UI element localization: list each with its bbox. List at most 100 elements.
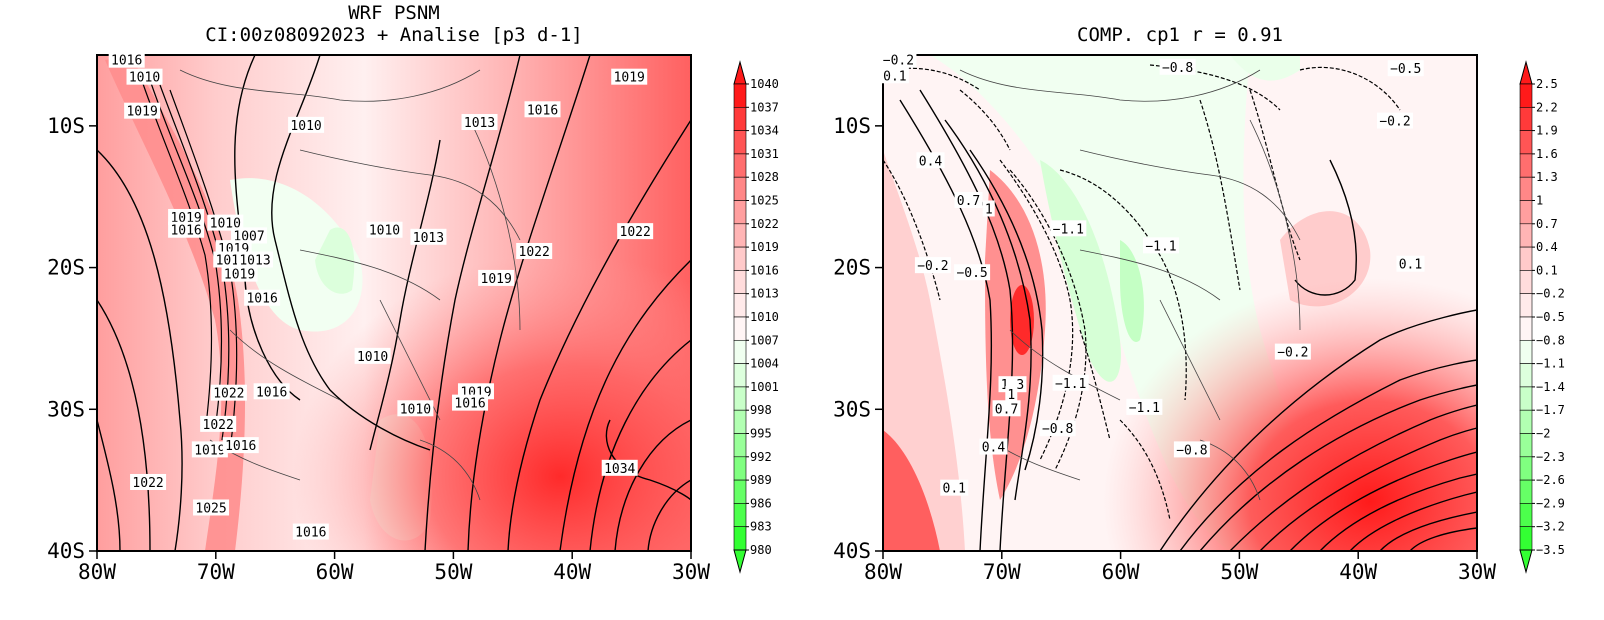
colorbar-label: 1: [1536, 194, 1543, 208]
contour-label-bg: [168, 221, 205, 238]
contour-label-bg: [193, 499, 230, 516]
contour-label-bg: [954, 264, 991, 281]
colorbar-segment: [733, 83, 747, 108]
contour-label: 1016: [246, 292, 277, 307]
panel-title-line2: CI:00z08092023 + Analise [p3 d-1]: [205, 24, 583, 46]
contour-label-bg: [253, 383, 290, 400]
x-tick-label: 70W: [197, 560, 235, 584]
colorbar-segment: [1519, 503, 1533, 527]
contour-label-bg: [108, 51, 145, 68]
colorbar-label: 1.6: [1536, 147, 1558, 161]
contour-label-bg: [1050, 220, 1087, 237]
colorbar-segment: [733, 433, 747, 458]
x-tick-label: 60W: [316, 560, 354, 584]
colorbar-label: 0.7: [1536, 217, 1558, 231]
colorbar-label: −2.9: [1536, 496, 1565, 510]
colorbar-label: −2.3: [1536, 450, 1565, 464]
colorbar-label: −1.1: [1536, 357, 1565, 371]
colorbar-segment: [1519, 479, 1533, 504]
contour-label-bg: [210, 384, 247, 401]
contour-label-bg: [880, 51, 917, 68]
contour-label-bg: [231, 227, 268, 244]
colorbar-segment: [1519, 83, 1533, 108]
contour-label: −0.8: [1042, 422, 1073, 437]
contour-label-bg: [124, 102, 161, 119]
colorbar-label: −1.7: [1536, 403, 1565, 417]
colorbar-label: −2: [1536, 427, 1550, 441]
colorbar: 1040 1037 1034 1031 1028 1025 1022 1019 1016 1013…: [733, 60, 779, 574]
contour-label-bg: [452, 394, 489, 411]
colorbar-top-arrow: [1519, 60, 1533, 85]
colorbar-segment: [733, 270, 747, 294]
contour-label: 0.1: [1399, 258, 1422, 273]
contour-label: 1022: [620, 225, 651, 240]
contour-label: 1034: [604, 462, 635, 477]
colorbar-segment: [733, 386, 747, 411]
contour-label: 1022: [213, 387, 244, 402]
contour-label: 0.1: [943, 482, 966, 497]
contour-label: 1019: [481, 272, 512, 287]
y-tick-label: 10S: [47, 114, 85, 138]
contour-label: 1: [1007, 388, 1015, 403]
contour-label: 1022: [132, 476, 163, 491]
colorbar-segment: [733, 293, 747, 318]
contour-label-bg: [478, 269, 515, 286]
colorbar-segment: [1519, 293, 1533, 318]
colorbar-segment: [1519, 363, 1533, 388]
contour-label-bg: [461, 114, 498, 131]
contour-label: −0.5: [1390, 62, 1421, 77]
contour-label-bg: [207, 214, 244, 231]
contour-label: 0.7: [995, 402, 1018, 417]
colorbar-label: 1037: [750, 100, 779, 114]
colorbar-segment: [733, 223, 747, 248]
colorbar-segment: [733, 339, 747, 364]
colorbar-segment: [733, 153, 747, 178]
contour-label-bg: [1005, 386, 1018, 403]
colorbar-segment: [733, 409, 747, 434]
contour-label: 1010: [400, 402, 431, 417]
contour-label-bg: [288, 116, 325, 133]
colorbar-label: 0.1: [1536, 263, 1558, 277]
colorbar-segment: [1519, 153, 1533, 178]
contour-labels: −0.20.1−0.8 −0.5−0.20.40.71−1.1−1.10.1−0.…: [880, 51, 1425, 497]
colorbar-label: −2.6: [1536, 473, 1565, 487]
colorbar-segment: [1519, 386, 1533, 411]
contour-label-bg: [992, 400, 1021, 417]
shaded-field: [883, 55, 1477, 551]
y-tick-label: 20S: [47, 256, 85, 280]
colorbar-segment: [1519, 270, 1533, 294]
colorbar: 2.5 2.2 1.9 1.6 1.3 1 0.7 0.4 0.1 −0.2 −0.5 −0.8 −1.…: [1519, 60, 1565, 574]
colorbar-label: 998: [750, 403, 772, 417]
colorbar-label: −0.5: [1536, 310, 1565, 324]
contour-label-bg: [1396, 255, 1425, 272]
colorbar-label: 1040: [750, 77, 779, 91]
contour-label-bg: [397, 400, 434, 417]
contour-label-bg: [222, 437, 259, 454]
contour-label: −1.1: [1053, 222, 1084, 237]
colorbar-label: 989: [750, 473, 772, 487]
colorbar-label: 1010: [750, 310, 779, 324]
contour-label-bg: [954, 191, 983, 208]
contour-label: 1019: [194, 443, 225, 458]
colorbar-segment: [733, 479, 747, 504]
contour-label: 1016: [454, 397, 485, 412]
colorbar-label: 1034: [750, 124, 779, 138]
contour-label-bg: [191, 441, 228, 458]
colorbar-label: 1022: [750, 217, 779, 231]
x-tick-label: 80W: [864, 560, 902, 584]
colorbar-label: −1.4: [1536, 380, 1565, 394]
colorbar-label: 1.9: [1536, 124, 1558, 138]
contour-label-bg: [1039, 420, 1076, 437]
contour-label: 1010: [357, 350, 388, 365]
contour-label: 0.4: [919, 154, 943, 169]
colorbar-segment: [1519, 409, 1533, 434]
colorbar-label: 986: [750, 496, 772, 510]
contour-label-bg: [1159, 58, 1196, 75]
colorbar-label: 1031: [750, 147, 779, 161]
map-frame: [96, 54, 692, 552]
contour-label-bg: [366, 221, 403, 238]
contour-label: 1016: [170, 224, 201, 239]
colorbar-label: 1019: [750, 240, 779, 254]
colorbar-label: 1007: [750, 333, 779, 347]
panel-title: COMP. cp1 r = 0.91: [1077, 24, 1283, 46]
